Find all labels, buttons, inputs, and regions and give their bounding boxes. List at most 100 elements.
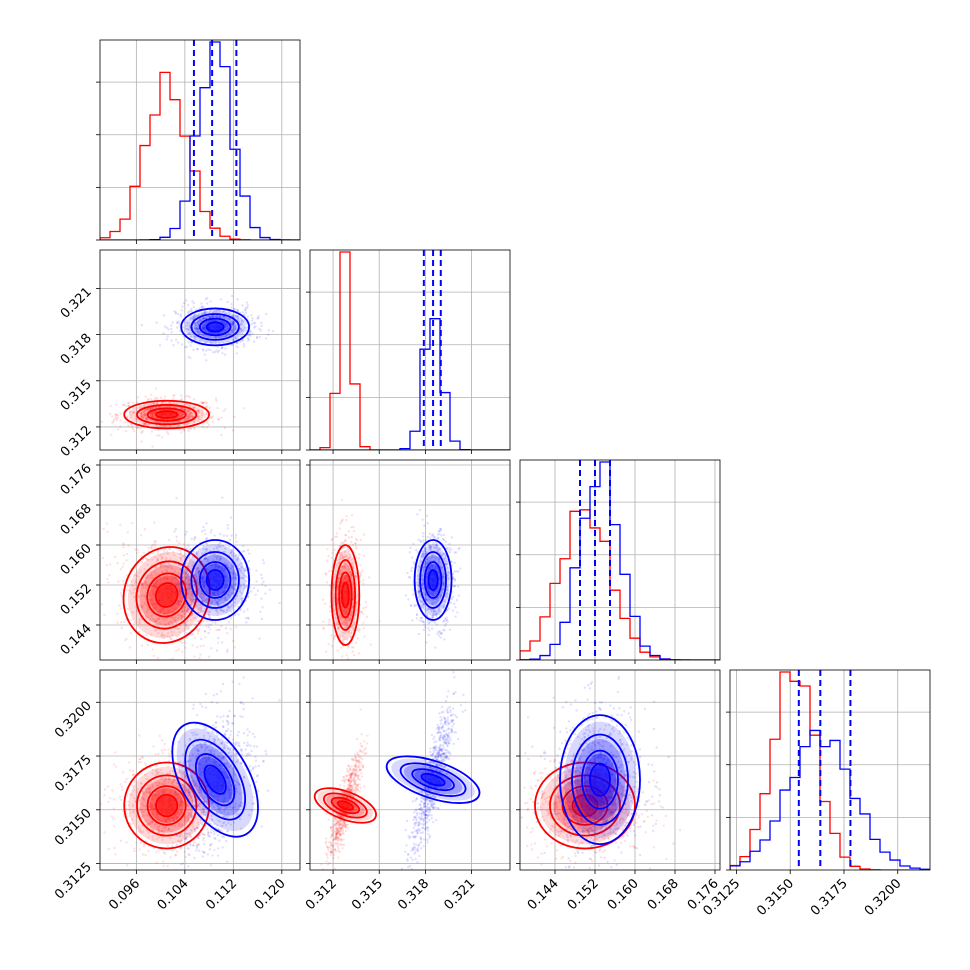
scatter-point bbox=[206, 560, 209, 563]
scatter-point bbox=[236, 341, 239, 345]
scatter-point bbox=[351, 605, 354, 608]
scatter-point bbox=[213, 848, 216, 852]
scatter-point bbox=[169, 637, 172, 641]
scatter-point bbox=[420, 555, 424, 558]
scatter-point bbox=[132, 588, 135, 591]
scatter-point bbox=[148, 791, 151, 794]
scatter-point bbox=[154, 585, 158, 589]
scatter-point bbox=[438, 532, 441, 536]
scatter-point bbox=[160, 749, 164, 752]
scatter-point bbox=[240, 598, 243, 601]
scatter-point bbox=[119, 607, 122, 610]
scatter-point bbox=[162, 864, 165, 868]
scatter-point bbox=[261, 558, 265, 562]
scatter-point bbox=[415, 613, 419, 617]
scatter-point bbox=[183, 321, 186, 324]
scatter-point bbox=[340, 616, 343, 619]
scatter-point bbox=[264, 337, 268, 340]
scatter-point bbox=[220, 347, 224, 350]
scatter-point bbox=[193, 536, 196, 540]
scatter-point bbox=[324, 602, 327, 606]
scatter-point bbox=[217, 418, 220, 421]
scatter-point bbox=[164, 577, 167, 580]
scatter-point bbox=[138, 620, 141, 623]
scatter-point bbox=[331, 551, 334, 554]
scatter-point bbox=[224, 547, 227, 550]
scatter-point bbox=[193, 335, 197, 338]
scatter-point bbox=[157, 617, 160, 621]
scatter-point bbox=[338, 558, 341, 561]
panel-frame bbox=[99, 459, 301, 661]
scatter-point bbox=[247, 334, 250, 337]
scatter-point bbox=[431, 593, 434, 597]
scatter-point bbox=[166, 577, 169, 581]
scatter-point bbox=[153, 398, 157, 401]
scatter-point bbox=[152, 804, 155, 808]
scatter-point bbox=[341, 556, 344, 560]
scatter-point bbox=[132, 401, 135, 405]
scatter-point bbox=[204, 607, 207, 611]
scatter-point bbox=[178, 322, 181, 325]
scatter-point bbox=[429, 567, 432, 571]
scatter-point bbox=[199, 608, 203, 611]
scatter-point bbox=[180, 407, 183, 410]
scatter-point bbox=[157, 612, 161, 615]
scatter-point bbox=[140, 554, 143, 558]
scatter-point bbox=[205, 349, 208, 352]
scatter-point bbox=[336, 585, 339, 589]
scatter-point bbox=[147, 831, 150, 835]
scatter-point bbox=[406, 571, 409, 575]
scatter-point bbox=[119, 523, 122, 527]
scatter-point bbox=[187, 355, 190, 359]
scatter-point bbox=[141, 755, 144, 759]
scatter-point bbox=[176, 617, 180, 620]
scatter-point bbox=[344, 574, 348, 577]
scatter-point bbox=[223, 596, 226, 600]
scatter-point bbox=[437, 634, 441, 637]
scatter-point bbox=[344, 579, 347, 582]
scatter-point bbox=[350, 631, 353, 635]
scatter-point bbox=[193, 841, 196, 844]
scatter-point bbox=[199, 560, 203, 563]
scatter-point bbox=[220, 433, 223, 437]
scatter-point bbox=[180, 825, 183, 828]
scatter-point bbox=[430, 534, 434, 537]
scatter-point bbox=[176, 811, 179, 815]
scatter-point bbox=[227, 579, 230, 582]
scatter-point bbox=[434, 613, 437, 617]
scatter-point bbox=[176, 818, 179, 821]
scatter-point bbox=[217, 545, 220, 549]
scatter-point bbox=[335, 532, 339, 535]
scatter-point bbox=[258, 335, 261, 339]
scatter-point bbox=[266, 333, 270, 336]
scatter-point bbox=[145, 777, 148, 781]
scatter-point bbox=[167, 621, 170, 625]
scatter-point bbox=[427, 622, 430, 625]
scatter-point bbox=[231, 573, 235, 577]
scatter-point bbox=[341, 622, 344, 625]
scatter-point bbox=[452, 585, 455, 588]
scatter-point bbox=[226, 523, 229, 527]
scatter-point bbox=[188, 324, 192, 327]
scatter-point bbox=[443, 617, 447, 620]
scatter-point bbox=[212, 591, 215, 594]
scatter-point bbox=[190, 830, 194, 833]
scatter-point bbox=[418, 599, 421, 602]
scatter-point bbox=[444, 594, 447, 597]
scatter-point bbox=[208, 331, 211, 334]
scatter-point bbox=[246, 576, 249, 579]
scatter-point bbox=[190, 816, 193, 819]
scatter-point bbox=[431, 533, 435, 536]
scatter-point bbox=[154, 543, 157, 546]
scatter-point bbox=[346, 607, 350, 611]
scatter-point bbox=[407, 575, 411, 579]
scatter-point bbox=[162, 609, 165, 612]
scatter-point bbox=[139, 427, 142, 430]
scatter-point bbox=[341, 674, 343, 676]
scatter-point bbox=[193, 328, 197, 331]
scatter-point bbox=[200, 552, 204, 555]
scatter-point bbox=[451, 572, 455, 576]
scatter-point bbox=[210, 528, 213, 532]
scatter-point bbox=[351, 650, 355, 653]
scatter-point bbox=[129, 422, 133, 426]
